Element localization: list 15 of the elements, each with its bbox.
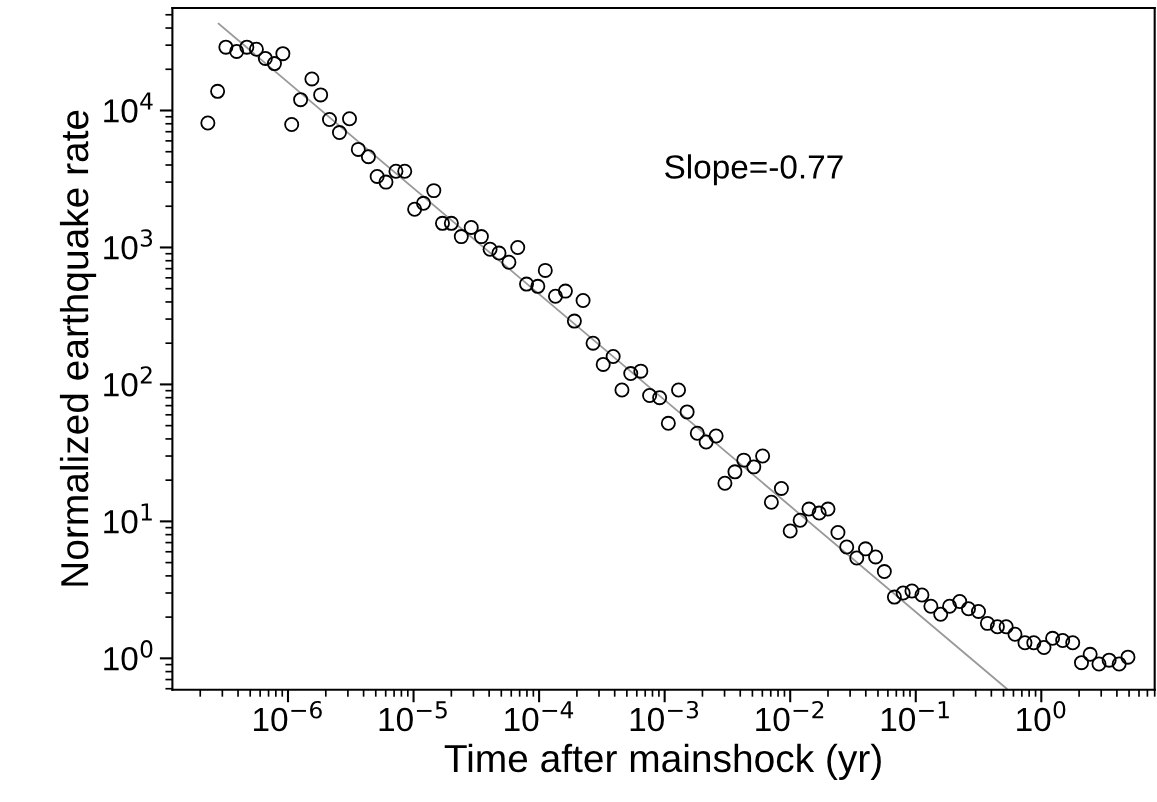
x-axis-title: Time after mainshock (yr)	[444, 743, 881, 780]
y-tick-label: 10$^{3}$	[104, 229, 153, 260]
x-tick-label: 10$^{−4}$	[505, 701, 574, 732]
y-tick-label: 10$^{1}$	[104, 503, 152, 534]
y-tick-label: 10$^{4}$	[104, 92, 153, 123]
y-tick-label: 10$^{0}$	[104, 640, 153, 671]
x-tick-label: 10$^{−5}$	[379, 701, 447, 732]
x-tick-label: 10$^{0}$	[1017, 700, 1066, 732]
x-tick-label: 10$^{−6}$	[254, 700, 322, 732]
x-tick-label: 10$^{−2}$	[756, 700, 824, 732]
y-tick-label: 10$^{2}$	[104, 366, 152, 397]
x-tick-label: 10$^{−3}$	[630, 700, 699, 732]
x-tick-label: 10$^{−1}$	[881, 701, 949, 732]
y-axis-title: Normalized earthquake rate	[59, 110, 97, 586]
annotation: Slope=-0.77	[665, 154, 843, 186]
